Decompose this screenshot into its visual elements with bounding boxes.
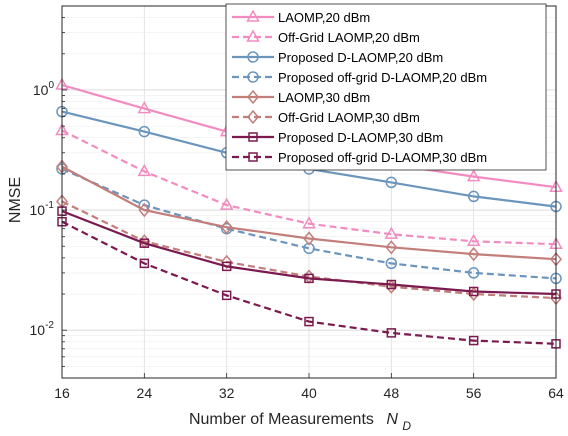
x-tick-label: 24 (137, 385, 153, 401)
diamond-marker (247, 109, 259, 125)
legend-entry: Off-Grid LAOMP,20 dBm (232, 29, 420, 45)
legend-label: LAOMP,30 dBm (278, 90, 370, 105)
y-tick-base: 10 (30, 322, 46, 338)
square-marker (304, 273, 314, 284)
diamond-marker (303, 231, 315, 246)
y-tick-base: 10 (30, 202, 46, 218)
triangle-marker (246, 29, 260, 42)
triangle-marker (466, 169, 481, 182)
square-marker (248, 152, 258, 162)
legend-entry: Proposed off-grid D-LAOMP,30 dBm (232, 150, 487, 165)
y-tick-label: 10-2 (30, 320, 55, 338)
legend-box (225, 3, 547, 171)
y-tick-label: 10-1 (30, 200, 55, 218)
x-tick-label: 48 (384, 385, 400, 401)
legend-label: Off-Grid LAOMP,20 dBm (278, 30, 420, 45)
triangle-marker (246, 9, 260, 22)
diamond-marker (220, 254, 233, 270)
circle-marker (467, 190, 480, 203)
legend-label: Proposed off-grid D-LAOMP,30 dBm (278, 150, 487, 165)
legend-entry: LAOMP,30 dBm (232, 89, 370, 105)
circle-marker (385, 176, 398, 189)
square-marker (139, 258, 150, 269)
triangle-marker (219, 197, 234, 210)
triangle-marker (466, 233, 481, 247)
circle-marker (385, 257, 398, 270)
diamond-marker (247, 89, 259, 105)
legend-entry: Proposed off-grid D-LAOMP,20 dBm (232, 70, 487, 85)
legend-entry: Off-Grid LAOMP,30 dBm (232, 109, 420, 125)
x-axis-label: Number of Measurements (189, 411, 374, 428)
square-marker (468, 335, 479, 346)
x-tick-label: 56 (466, 385, 482, 401)
circle-marker (467, 267, 480, 279)
y-tick-base: 10 (33, 82, 49, 98)
x-axis-title: Number of Measurements N D (189, 411, 411, 433)
diamond-marker (138, 202, 151, 218)
x-axis-subscript: D (402, 419, 411, 433)
legend: LAOMP,20 dBm Off-Grid LAOMP,20 dBm Propose… (225, 3, 547, 171)
square-marker (386, 328, 397, 338)
series-line (61, 200, 557, 300)
legend-entry: LAOMP,20 dBm (232, 9, 370, 25)
legend-entry: Proposed D-LAOMP,30 dBm (232, 130, 443, 145)
diamond-marker (220, 220, 233, 235)
x-tick-label: 32 (219, 385, 235, 401)
legend-label: Proposed D-LAOMP,20 dBm (278, 50, 443, 65)
square-marker (386, 279, 397, 290)
square-marker (248, 132, 258, 142)
y-tick-exponent: 0 (48, 80, 54, 91)
y-axis-title: NMSE (7, 177, 24, 223)
circle-marker (138, 125, 151, 138)
square-marker (468, 286, 479, 297)
circle-marker (247, 71, 259, 83)
x-axis-symbol: N (386, 411, 398, 428)
legend-label: Proposed D-LAOMP,30 dBm (278, 130, 443, 145)
circle-marker (247, 51, 259, 63)
diamond-marker (467, 246, 480, 262)
series-line (61, 165, 557, 261)
series-line (61, 129, 557, 246)
series-line (61, 210, 557, 296)
x-tick-label: 16 (54, 385, 70, 401)
y-tick-exponent: -2 (45, 320, 54, 331)
y-tick-label: 100 (33, 80, 55, 98)
x-tick-label: 40 (301, 385, 317, 401)
y-tick-exponent: -1 (45, 200, 54, 211)
series-line (61, 220, 557, 345)
triangle-marker (137, 163, 152, 177)
legend-label: LAOMP,20 dBm (278, 10, 370, 25)
triangle-marker (137, 101, 152, 114)
square-marker (221, 261, 232, 272)
x-tick-label: 64 (548, 385, 564, 401)
triangle-marker (384, 226, 399, 239)
legend-label: Off-Grid LAOMP,30 dBm (278, 110, 420, 125)
diamond-marker (385, 240, 398, 255)
triangle-marker (302, 216, 316, 229)
square-marker (221, 290, 232, 301)
square-marker (304, 316, 314, 327)
square-marker (139, 238, 150, 248)
series-5 (56, 159, 562, 267)
legend-label: Proposed off-grid D-LAOMP,20 dBm (278, 70, 487, 85)
legend-entry: Proposed D-LAOMP,20 dBm (232, 50, 443, 65)
